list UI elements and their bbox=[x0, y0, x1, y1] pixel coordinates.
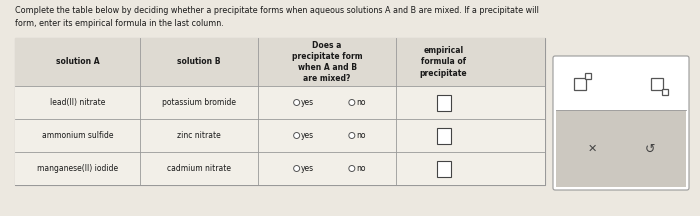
Bar bbox=[15, 38, 545, 185]
Bar bbox=[662, 89, 668, 95]
Text: yes: yes bbox=[301, 131, 314, 140]
Text: no: no bbox=[356, 164, 366, 173]
Bar bbox=[15, 152, 545, 185]
Bar bbox=[556, 59, 686, 110]
Text: ammonium sulfide: ammonium sulfide bbox=[42, 131, 113, 140]
Bar bbox=[556, 110, 686, 187]
Bar bbox=[585, 73, 591, 79]
Bar bbox=[15, 86, 545, 119]
Text: Complete the table below by deciding whether a precipitate forms when aqueous so: Complete the table below by deciding whe… bbox=[15, 6, 539, 27]
FancyBboxPatch shape bbox=[553, 56, 689, 190]
Text: no: no bbox=[356, 131, 366, 140]
Circle shape bbox=[293, 100, 300, 105]
Text: yes: yes bbox=[301, 98, 314, 107]
Text: Does a
precipitate form
when A and B
are mixed?: Does a precipitate form when A and B are… bbox=[292, 41, 363, 83]
Bar bbox=[574, 78, 586, 90]
Bar bbox=[437, 95, 451, 111]
Bar bbox=[651, 78, 663, 90]
Bar bbox=[437, 127, 451, 143]
Text: ↺: ↺ bbox=[645, 143, 655, 156]
Circle shape bbox=[293, 165, 300, 172]
Bar bbox=[437, 160, 451, 176]
Bar bbox=[15, 119, 545, 152]
Text: manganese(II) iodide: manganese(II) iodide bbox=[37, 164, 118, 173]
Text: potassium bromide: potassium bromide bbox=[162, 98, 236, 107]
Circle shape bbox=[293, 132, 300, 138]
Text: no: no bbox=[356, 98, 366, 107]
Text: ✕: ✕ bbox=[587, 144, 596, 154]
Text: lead(II) nitrate: lead(II) nitrate bbox=[50, 98, 105, 107]
Text: cadmium nitrate: cadmium nitrate bbox=[167, 164, 231, 173]
Circle shape bbox=[349, 100, 355, 105]
Text: empirical
formula of
precipitate: empirical formula of precipitate bbox=[420, 46, 468, 78]
Text: solution B: solution B bbox=[177, 57, 220, 67]
Bar bbox=[15, 38, 545, 86]
Text: yes: yes bbox=[301, 164, 314, 173]
Circle shape bbox=[349, 165, 355, 172]
Text: solution A: solution A bbox=[56, 57, 99, 67]
Circle shape bbox=[349, 132, 355, 138]
Text: zinc nitrate: zinc nitrate bbox=[177, 131, 221, 140]
